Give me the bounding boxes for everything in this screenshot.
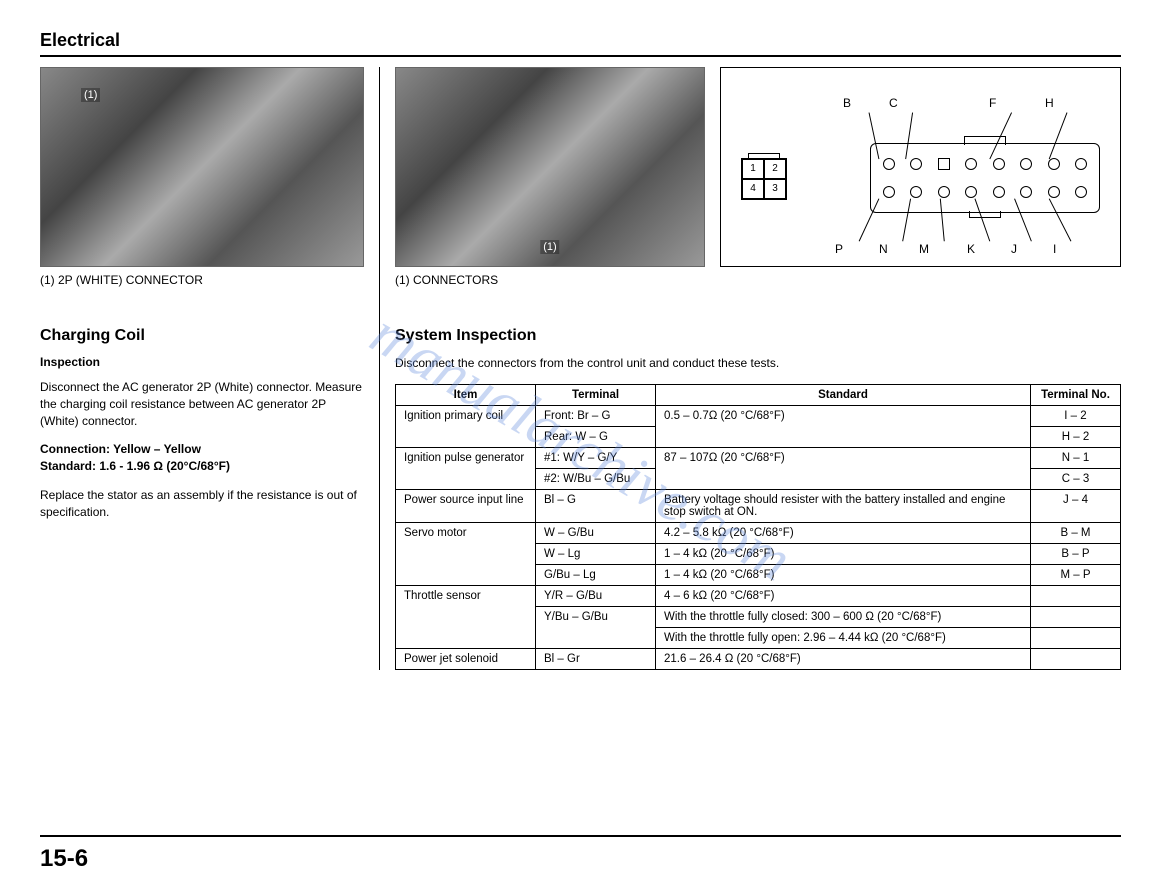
spec-line-1: Connection: Yellow – Yellow — [40, 442, 201, 456]
table-cell-terminal: Bl – Gr — [536, 648, 656, 669]
table-cell-terminal: #2: W/Bu – G/Bu — [536, 468, 656, 489]
left-photo-caption: (1) 2P (WHITE) CONNECTOR — [40, 273, 364, 287]
right-intro: Disconnect the connectors from the contr… — [395, 355, 1121, 372]
table-cell-terminal-no — [1031, 606, 1121, 627]
pin-label: 2 — [764, 159, 786, 179]
table-row: Power source input lineBl – GBattery vol… — [396, 489, 1121, 522]
table-cell-terminal: G/Bu – Lg — [536, 564, 656, 585]
pin-label: 3 — [764, 179, 786, 199]
page-footer: 15-6 — [40, 835, 1121, 873]
left-photo: (1) — [40, 67, 364, 267]
table-cell-terminal: W – G/Bu — [536, 522, 656, 543]
table-cell-terminal-no — [1031, 627, 1121, 648]
left-column: (1) (1) 2P (WHITE) CONNECTOR Charging Co… — [40, 67, 380, 670]
pin-label: P — [835, 242, 843, 256]
table-header: Terminal — [536, 384, 656, 405]
section-header: Electrical — [40, 30, 1121, 57]
table-cell-terminal-no: M – P — [1031, 564, 1121, 585]
big-connector-icon — [870, 143, 1100, 213]
pin-label: F — [989, 96, 996, 110]
table-cell-terminal: Rear: W – G — [536, 426, 656, 447]
table-header: Terminal No. — [1031, 384, 1121, 405]
photo-callout: (1) — [81, 88, 100, 102]
table-cell-standard: With the throttle fully closed: 300 – 60… — [656, 606, 1031, 627]
table-cell-terminal: W – Lg — [536, 543, 656, 564]
right-photo-caption: (1) CONNECTORS — [395, 273, 1121, 287]
connection-spec: Connection: Yellow – Yellow Standard: 1.… — [40, 441, 364, 475]
pin-label: J — [1011, 242, 1017, 256]
right-images-row: (1) 1 2 4 3 — [395, 67, 1121, 267]
pin-label: 1 — [742, 159, 764, 179]
content-wrapper: (1) (1) 2P (WHITE) CONNECTOR Charging Co… — [40, 67, 1121, 670]
left-paragraph-1: Disconnect the AC generator 2P (White) c… — [40, 379, 364, 429]
table-cell-standard: 4 – 6 kΩ (20 °C/68°F) — [656, 585, 1031, 606]
table-row: Ignition pulse generator#1: W/Y – G/Y87 … — [396, 447, 1121, 468]
table-cell-standard: 1 – 4 kΩ (20 °C/68°F) — [656, 564, 1031, 585]
pin-label: 4 — [742, 179, 764, 199]
right-photo: (1) — [395, 67, 705, 267]
table-cell-terminal: Y/Bu – G/Bu — [536, 606, 656, 648]
table-cell-standard: With the throttle fully open: 2.96 – 4.4… — [656, 627, 1031, 648]
table-cell-terminal-no — [1031, 585, 1121, 606]
table-cell-terminal: Bl – G — [536, 489, 656, 522]
table-cell-standard: 21.6 – 26.4 Ω (20 °C/68°F) — [656, 648, 1031, 669]
table-row: Power jet solenoidBl – Gr21.6 – 26.4 Ω (… — [396, 648, 1121, 669]
connector-diagram: 1 2 4 3 — [720, 67, 1121, 267]
left-paragraph-2: Replace the stator as an assembly if the… — [40, 487, 364, 521]
table-cell-terminal-no: H – 2 — [1031, 426, 1121, 447]
pin-label: I — [1053, 242, 1056, 256]
table-row: Servo motorW – G/Bu4.2 – 5.8 kΩ (20 °C/6… — [396, 522, 1121, 543]
table-header: Standard — [656, 384, 1031, 405]
table-row: Ignition primary coilFront: Br – G0.5 – … — [396, 405, 1121, 426]
right-photo-block: (1) — [395, 67, 705, 267]
pin-label: H — [1045, 96, 1054, 110]
pin-label: K — [967, 242, 975, 256]
table-cell-standard: 0.5 – 0.7Ω (20 °C/68°F) — [656, 405, 1031, 447]
right-column: (1) 1 2 4 3 — [380, 67, 1121, 670]
pin-label: B — [843, 96, 851, 110]
inspection-subheading: Inspection — [40, 355, 364, 369]
table-cell-terminal: Y/R – G/Bu — [536, 585, 656, 606]
table-cell-terminal-no: N – 1 — [1031, 447, 1121, 468]
page-number: 15-6 — [40, 845, 1121, 873]
table-cell-terminal-no: C – 3 — [1031, 468, 1121, 489]
table-cell-terminal-no: B – P — [1031, 543, 1121, 564]
table-cell-terminal: #1: W/Y – G/Y — [536, 447, 656, 468]
table-cell-standard: 4.2 – 5.8 kΩ (20 °C/68°F) — [656, 522, 1031, 543]
table-cell-terminal-no: J – 4 — [1031, 489, 1121, 522]
table-cell-standard: 87 – 107Ω (20 °C/68°F) — [656, 447, 1031, 489]
table-cell-standard: Battery voltage should resister with the… — [656, 489, 1031, 522]
inspection-table: Item Terminal Standard Terminal No. Igni… — [395, 384, 1121, 670]
table-cell-item: Power jet solenoid — [396, 648, 536, 669]
table-cell-terminal-no: I – 2 — [1031, 405, 1121, 426]
pin-label: M — [919, 242, 929, 256]
table-cell-terminal: Front: Br – G — [536, 405, 656, 426]
photo-callout: (1) — [540, 240, 559, 254]
table-cell-item: Throttle sensor — [396, 585, 536, 648]
charging-coil-heading: Charging Coil — [40, 327, 364, 345]
table-cell-item: Ignition pulse generator — [396, 447, 536, 489]
pin-label: C — [889, 96, 898, 110]
table-cell-item: Power source input line — [396, 489, 536, 522]
pin-label: N — [879, 242, 888, 256]
system-inspection-heading: System Inspection — [395, 327, 1121, 345]
table-cell-terminal-no: B – M — [1031, 522, 1121, 543]
table-header: Item — [396, 384, 536, 405]
spec-line-2: Standard: 1.6 - 1.96 Ω (20°C/68°F) — [40, 459, 230, 473]
table-row: Throttle sensorY/R – G/Bu4 – 6 kΩ (20 °C… — [396, 585, 1121, 606]
table-cell-terminal-no — [1031, 648, 1121, 669]
table-cell-item: Ignition primary coil — [396, 405, 536, 447]
table-cell-item: Servo motor — [396, 522, 536, 585]
table-cell-standard: 1 – 4 kΩ (20 °C/68°F) — [656, 543, 1031, 564]
small-connector-icon: 1 2 4 3 — [741, 158, 787, 200]
